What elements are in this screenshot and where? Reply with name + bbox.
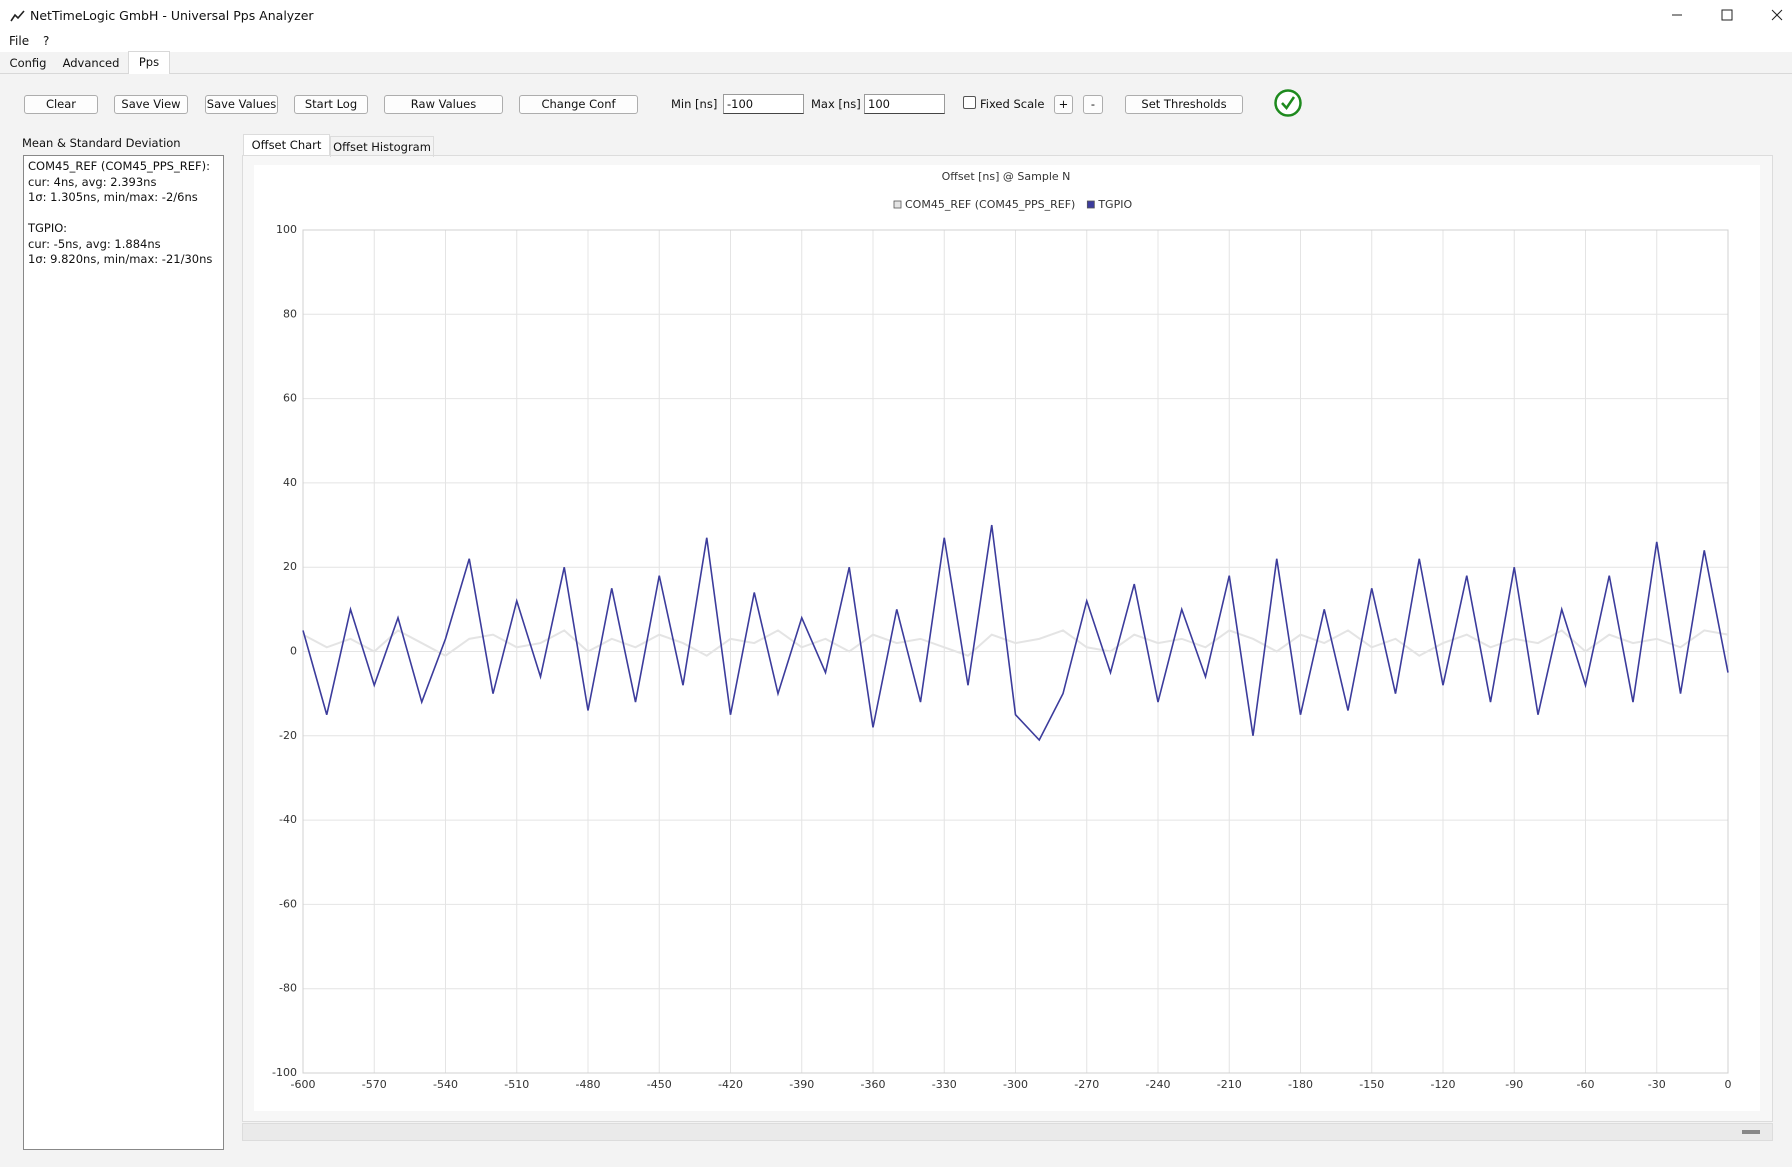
- x-tick-label: -390: [789, 1078, 814, 1091]
- checkbox[interactable]: [963, 96, 976, 109]
- app-icon: [10, 10, 25, 22]
- y-tick-label: 100: [276, 223, 297, 236]
- label: Min [ns]: [671, 97, 718, 111]
- y-tick-label: -20: [279, 729, 297, 742]
- text-input[interactable]: 100: [864, 94, 945, 114]
- button[interactable]: +: [1054, 95, 1073, 114]
- x-tick-label: -480: [576, 1078, 601, 1091]
- x-tick-label: -240: [1146, 1078, 1171, 1091]
- y-tick-label: -60: [279, 897, 297, 910]
- x-tick-label: -210: [1217, 1078, 1242, 1091]
- label: Max [ns]: [811, 97, 861, 111]
- y-tick-label: -80: [279, 982, 297, 995]
- y-tick-label: 40: [283, 476, 297, 489]
- menu-item[interactable]: ?: [43, 34, 50, 48]
- legend-marker: [893, 200, 902, 209]
- button[interactable]: Save View: [114, 95, 188, 114]
- chart-title: Offset [ns] @ Sample N: [942, 170, 1071, 183]
- x-tick-label: 0: [1725, 1078, 1732, 1091]
- x-tick-label: -120: [1431, 1078, 1456, 1091]
- y-tick-label: -40: [279, 813, 297, 826]
- stats-line: cur: 4ns, avg: 2.393ns: [28, 174, 157, 189]
- series-line: [302, 629, 1729, 657]
- button[interactable]: Clear: [24, 95, 98, 114]
- button[interactable]: Start Log: [294, 95, 368, 114]
- tab-line: [0, 73, 1792, 74]
- tab[interactable]: Config: [9, 56, 47, 70]
- button[interactable]: Change Conf: [519, 95, 638, 114]
- window-title: NetTimeLogic GmbH - Universal Pps Analyz…: [30, 8, 314, 23]
- menu-bar: [0, 31, 1792, 52]
- x-tick-label: -30: [1648, 1078, 1666, 1091]
- stats-line: cur: -5ns, avg: 1.884ns: [28, 236, 161, 251]
- stats-line: COM45_REF (COM45_PPS_REF):: [28, 159, 210, 173]
- stats-line: 1σ: 9.820ns, min/max: -21/30ns: [28, 252, 213, 266]
- button[interactable]: Save Values: [205, 95, 278, 114]
- stats-line: 1σ: 1.305ns, min/max: -2/6ns: [28, 190, 198, 204]
- legend-marker: [1086, 200, 1095, 209]
- y-tick-label: 80: [283, 307, 297, 320]
- window-controls[interactable]: [1660, 0, 1792, 31]
- x-tick-label: -60: [1577, 1078, 1595, 1091]
- stats-line: TGPIO:: [28, 221, 67, 235]
- legend-label: COM45_REF (COM45_PPS_REF): [905, 198, 1075, 211]
- stats-box: [23, 155, 224, 1150]
- chart: Offset [ns] @ Sample N -100 -80 -60 -40 -20 0…: [254, 165, 1760, 1111]
- status-ok-icon: [1274, 89, 1302, 117]
- x-tick-label: -150: [1359, 1078, 1384, 1091]
- legend-label: TGPIO: [1097, 198, 1132, 211]
- x-tick-label: -90: [1505, 1078, 1523, 1091]
- x-tick-label: -360: [861, 1078, 886, 1091]
- button[interactable]: Raw Values: [384, 95, 503, 114]
- label[interactable]: Fixed Scale: [980, 97, 1045, 111]
- button[interactable]: -: [1083, 95, 1103, 114]
- panel-title: Mean & Standard Deviation: [22, 136, 181, 150]
- x-tick-label: -180: [1288, 1078, 1313, 1091]
- x-tick-label: -510: [504, 1078, 529, 1091]
- title-bar: [0, 0, 1792, 31]
- x-tick-label: -330: [932, 1078, 957, 1091]
- text-input[interactable]: -100: [723, 94, 804, 114]
- button[interactable]: Set Thresholds: [1125, 95, 1243, 114]
- x-tick-label: -450: [647, 1078, 672, 1091]
- tab-active[interactable]: Pps: [128, 51, 170, 74]
- x-tick-label: -540: [433, 1078, 458, 1091]
- tab[interactable]: Advanced: [62, 56, 120, 70]
- plot-border: [302, 229, 1729, 1074]
- series-line: [302, 524, 1729, 742]
- y-tick-label: 60: [283, 392, 297, 405]
- y-tick-label: 0: [290, 645, 297, 658]
- x-tick-label: -420: [718, 1078, 743, 1091]
- y-tick-label: -100: [272, 1066, 297, 1079]
- x-tick-label: -600: [291, 1078, 316, 1091]
- chart-tab[interactable]: Offset Histogram: [330, 136, 434, 157]
- x-tick-label: -270: [1074, 1078, 1099, 1091]
- menu-item[interactable]: File: [9, 34, 30, 48]
- scrollbar[interactable]: [242, 1123, 1773, 1141]
- y-tick-label: 20: [283, 560, 297, 573]
- chart-tab-active[interactable]: Offset Chart: [243, 134, 330, 155]
- x-tick-label: -570: [362, 1078, 387, 1091]
- x-tick-label: -300: [1003, 1078, 1028, 1091]
- stats-text: COM45_REF (COM45_PPS_REF): cur: 4ns, avg…: [28, 159, 212, 268]
